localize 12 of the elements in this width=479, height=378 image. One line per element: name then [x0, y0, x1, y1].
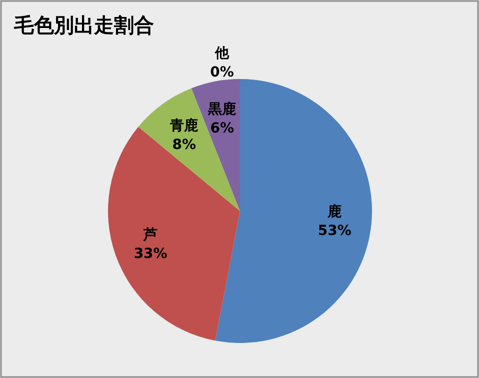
slice-label: 鹿 [326, 202, 342, 220]
data-label: 33% [134, 246, 168, 262]
data-label: 53% [318, 222, 352, 239]
data-label: 8% [172, 137, 196, 154]
data-label: 6% [210, 120, 234, 137]
pie-slice [138, 88, 240, 211]
slice-label: 芦 [142, 227, 158, 244]
text: 0% [210, 64, 234, 81]
chart-title: 毛色別出走割合 [13, 13, 154, 37]
category-label: 他 [214, 46, 229, 62]
slice-label: 黒鹿 [207, 100, 236, 118]
slice-label: 青鹿 [169, 117, 198, 134]
